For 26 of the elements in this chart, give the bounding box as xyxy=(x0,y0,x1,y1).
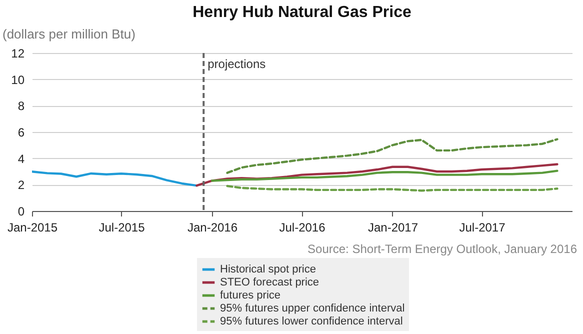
legend-label: futures price xyxy=(220,290,281,302)
y-tick-label: 4 xyxy=(18,152,25,166)
legend-label: 95% futures upper confidence interval xyxy=(220,302,405,314)
line-series xyxy=(226,138,558,174)
y-tick-label: 10 xyxy=(11,72,25,87)
x-tick-label: Jul-2015 xyxy=(98,220,146,234)
legend-label: STEO forecast price xyxy=(220,276,320,288)
y-tick-label: 8 xyxy=(18,99,25,114)
y-tick-label: 0 xyxy=(18,204,25,218)
x-tick-label: Jul-2016 xyxy=(279,220,326,234)
y-tick-label: 2 xyxy=(18,178,25,192)
x-tick-label: Jul-2017 xyxy=(459,220,506,234)
line-series xyxy=(32,170,198,187)
source-note: Source: Short-Term Energy Outlook, January 2016 xyxy=(308,242,578,256)
line-series xyxy=(196,163,558,187)
y-tick-label: 6 xyxy=(18,126,25,140)
x-tick-label: Jan-2017 xyxy=(368,220,418,234)
x-tick-label: Jan-2015 xyxy=(7,220,58,234)
line-series xyxy=(210,170,558,182)
ref-line-label: projections xyxy=(208,57,266,71)
y-tick-label: 12 xyxy=(11,46,25,60)
legend-label: 95% futures lower confidence interval xyxy=(220,316,403,328)
x-tick-label: Jan-2016 xyxy=(187,220,238,234)
legend-label: Historical spot price xyxy=(220,264,316,276)
chart-title: Henry Hub Natural Gas Price xyxy=(192,4,412,21)
y-axis-title: (dollars per million Btu) xyxy=(2,26,136,42)
